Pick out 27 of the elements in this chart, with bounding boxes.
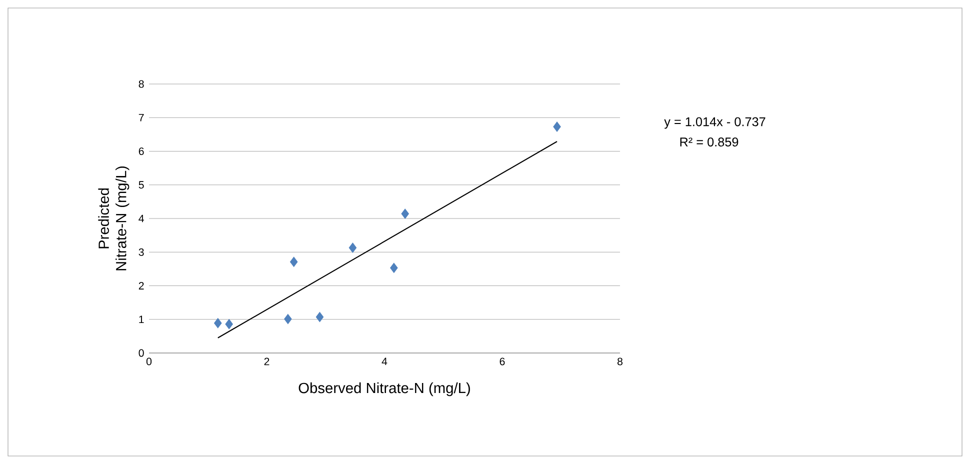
x-tick-label: 6 [500, 358, 505, 366]
point [390, 262, 398, 273]
point [553, 122, 561, 132]
y-tick-label: 1 [139, 316, 144, 324]
x-tick-label: 4 [382, 358, 388, 366]
point [290, 256, 298, 267]
point [225, 319, 233, 330]
text: R² = 0.859 [680, 138, 738, 146]
y-tick-label: 5 [138, 181, 144, 189]
y-tick-label: 3 [138, 248, 144, 256]
point [316, 312, 324, 322]
x-axis-title: Observed Nitrate-N (mg/L) [298, 382, 470, 396]
x-tick-label: 0 [146, 358, 152, 366]
text: y = 1.014x - 0.737 [664, 117, 766, 129]
y-axis-title: Predicted Nitrate-N (mg/L) [98, 166, 130, 270]
point [401, 208, 409, 219]
y-tick-label: 2 [138, 282, 144, 290]
point [284, 314, 292, 324]
y-tick-label: 0 [138, 349, 144, 357]
y-tick-label: 7 [138, 114, 144, 122]
y-tick-label: 4 [138, 214, 144, 222]
y-tick-label: 8 [138, 80, 144, 88]
x-tick-label: 2 [264, 358, 270, 366]
point [348, 242, 357, 253]
point [214, 318, 222, 328]
x-tick-label: 8 [618, 358, 622, 366]
y-tick-label: 6 [138, 147, 144, 156]
